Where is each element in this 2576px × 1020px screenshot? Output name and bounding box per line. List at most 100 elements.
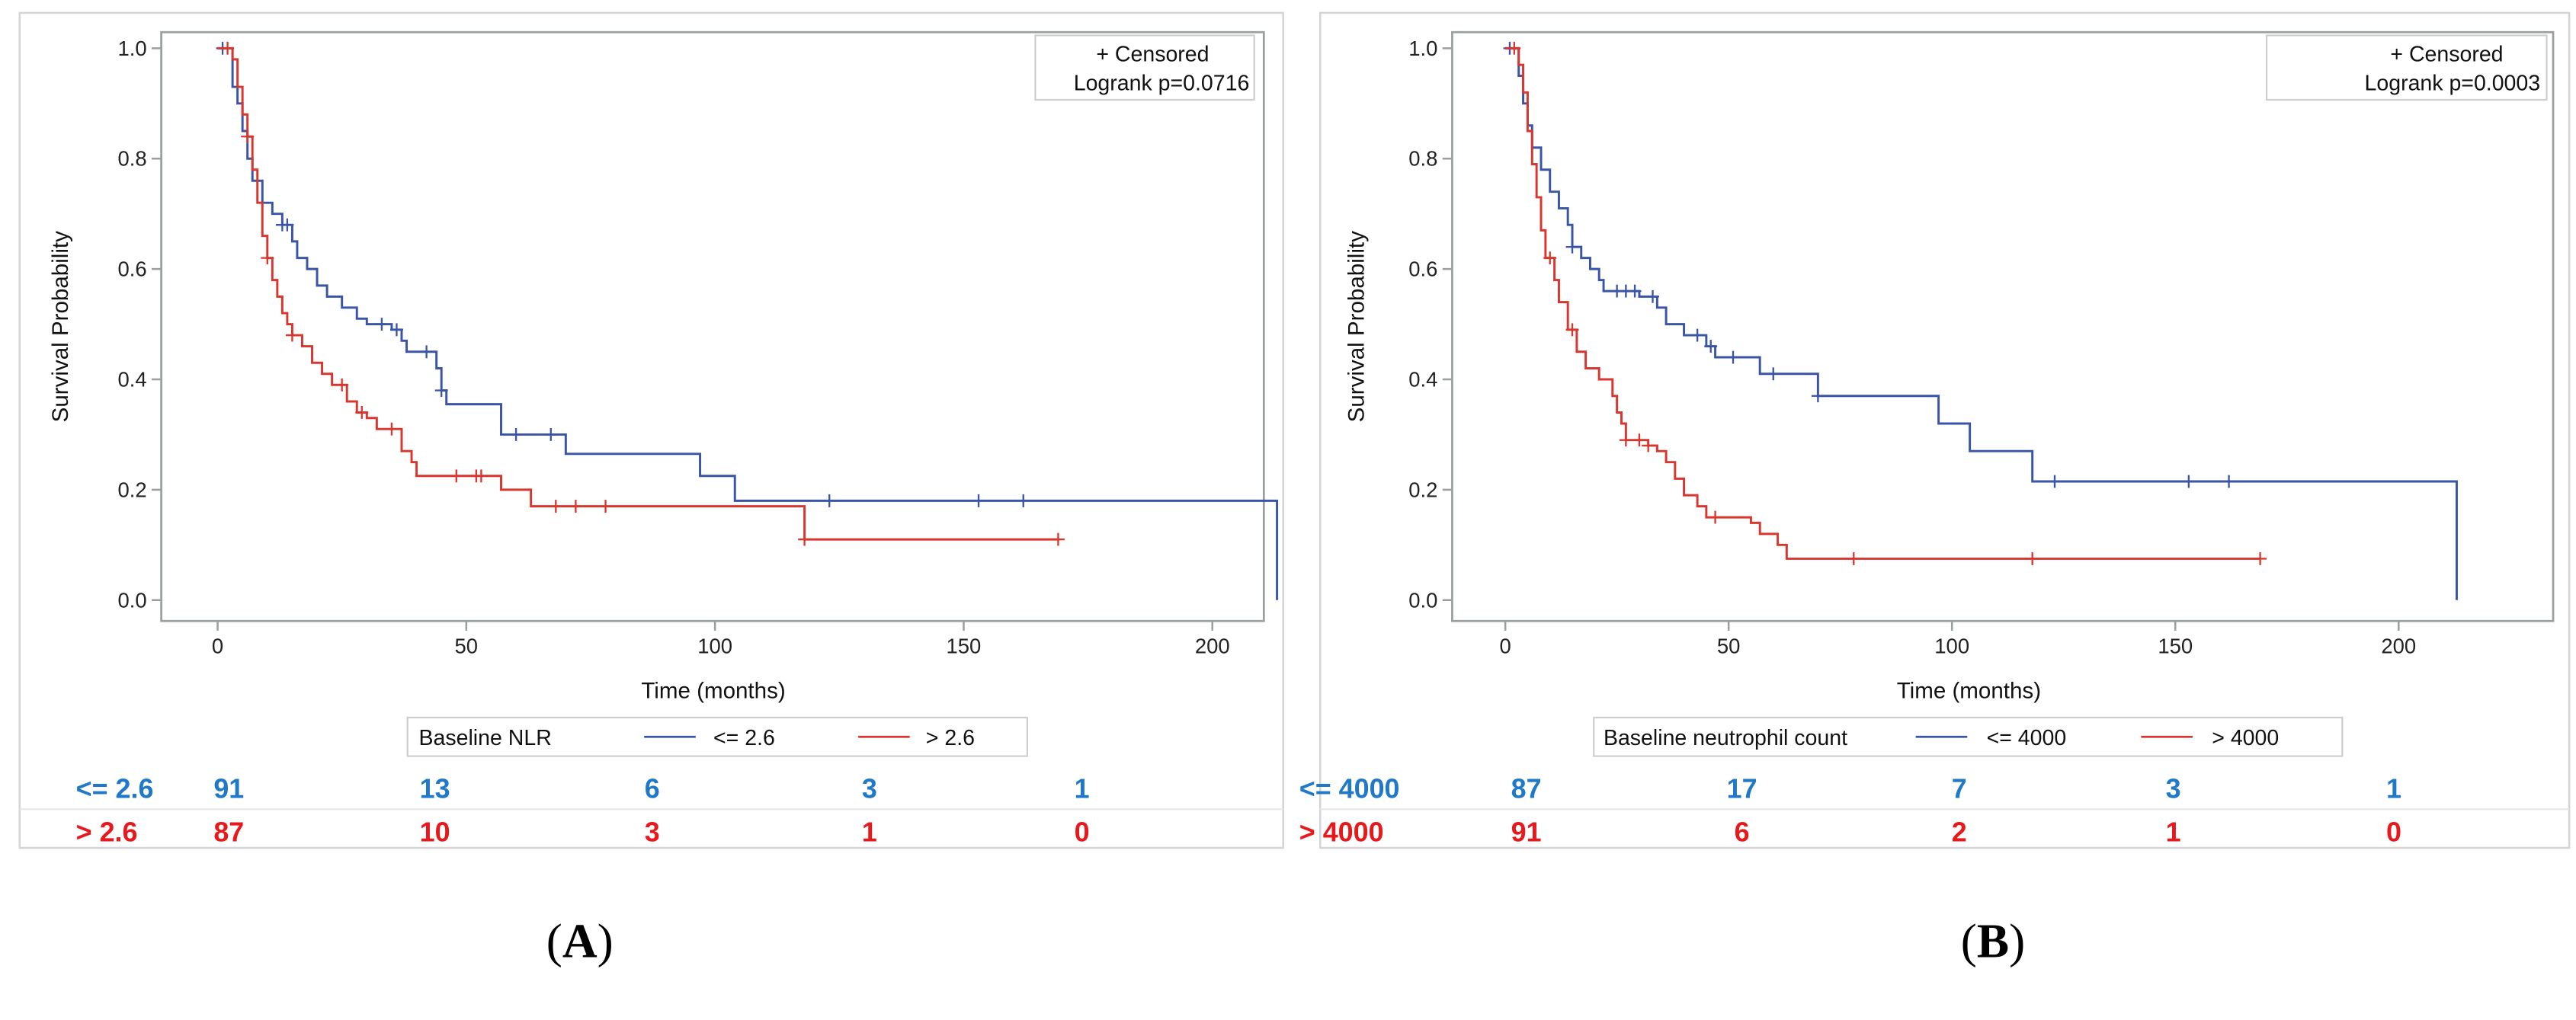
survival-curve-high [1505,46,2260,560]
risk-count: 91 [213,774,244,804]
plot-area [160,30,1265,622]
risk-count: 13 [420,774,450,804]
risk-row-label: > 2.6 [76,817,138,848]
censor-mark [599,500,613,513]
legend-title: Baseline neutrophil count [1604,726,1847,750]
censor-mark [1642,439,1655,452]
censor-mark [375,318,389,331]
censor-mark [2222,475,2236,488]
risk-count: 1 [862,817,877,848]
legend-label-high: > 2.6 [926,726,975,750]
censor-mark [390,323,403,337]
risk-count: 91 [1511,817,1542,848]
x-tick-label: 50 [1717,634,1741,657]
risk-count: 0 [2386,817,2401,848]
risk-count: 3 [862,774,877,804]
censor-mark [420,345,434,359]
risk-count: 17 [1727,774,1757,804]
y-tick-label: 0.6 [1408,257,1437,281]
censored-label: + Censored [2390,42,2503,66]
x-axis-label: Time (months) [1897,679,2041,704]
legend-title: Baseline NLR [419,726,552,750]
censor-mark [1704,340,1718,353]
x-tick-label: 100 [697,634,732,657]
x-tick-label: 150 [2158,634,2193,657]
censor-mark [1543,251,1557,265]
censor-mark [1051,532,1065,546]
censor-mark [798,532,812,546]
risk-count: 87 [213,817,244,848]
censor-mark [1646,289,1659,303]
y-tick-label: 0.0 [1408,588,1437,612]
y-tick-label: 1.0 [1408,37,1437,60]
y-tick-label: 0.0 [117,588,146,612]
x-tick-label: 0 [212,634,223,657]
risk-row-label: <= 2.6 [76,774,154,804]
censor-mark [822,494,836,507]
censor-mark [285,328,299,342]
legend-label-low: <= 4000 [1987,726,2067,750]
panel-a: 0.00.20.40.60.81.00 50 100 150 200 Survival … [18,11,1284,849]
censor-mark [1565,323,1579,337]
censor-mark [2254,552,2267,565]
risk-count: 6 [645,774,660,804]
x-tick-label: 50 [455,634,479,657]
x-axis-label: Time (months) [641,679,785,704]
risk-count: 3 [2166,774,2181,804]
censor-mark [1628,284,1642,298]
censor-mark [1767,367,1780,381]
logrank-label: Logrank p=0.0716 [1074,71,1250,95]
y-tick-label: 0.6 [117,257,146,281]
legend-box [406,716,1028,757]
censor-mark [280,218,294,232]
x-tick-label: 200 [1195,634,1230,657]
y-tick-label: 0.2 [1408,478,1437,501]
censor-mark [1709,510,1722,524]
panel-b: 0.0 0.2 0.4 0.6 0.8 1.0 0 50 100 150 200 Survival … [1299,11,2571,849]
panel-frame [18,11,1284,849]
legend-box [1593,716,2344,757]
panel-letter-a: A [562,915,598,968]
censor-mark [474,469,488,483]
risk-count: 7 [1952,774,1967,804]
y-tick-label: 0.4 [1408,368,1437,392]
censor-mark [385,422,399,436]
censor-mark [241,129,255,143]
censor-mark [2048,475,2062,488]
censored-label: + Censored [1096,42,1209,66]
x-tick-label: 0 [1499,634,1511,657]
logrank-label: Logrank p=0.0003 [2365,71,2541,95]
censor-mark [261,251,274,265]
legend: Baseline neutrophil count <= 4000 > 4000 [1593,716,2344,757]
censor-mark [1811,389,1825,403]
y-tick-label: 0.8 [117,147,146,171]
y-tick-label: 0.2 [117,478,146,501]
y-axis-label: Survival Probability [48,231,73,422]
risk-count: 10 [420,817,450,848]
legend-label-high: > 4000 [2212,726,2279,750]
censor-mark [335,378,349,392]
censor-mark [1726,350,1740,364]
x-tick-label: 150 [947,634,982,657]
annotation-box [2266,34,2548,101]
censor-mark [1632,433,1646,447]
censor-mark [434,384,448,397]
y-tick-label: 1.0 [117,37,146,60]
censor-mark [509,427,523,441]
risk-count: 6 [1735,817,1750,848]
risk-count: 87 [1511,774,1542,804]
x-tick-label: 100 [1934,634,1969,657]
y-axis-label: Survival Probability [1344,231,1369,422]
plot-area [1451,30,2555,622]
risk-count: 3 [645,817,660,848]
censor-mark [2026,552,2039,565]
survival-curve-low [1505,46,2458,600]
risk-count: 0 [1075,817,1090,848]
annotation-box [1034,34,1255,101]
risk-row-label: > 4000 [1299,817,1384,848]
censor-mark [569,500,582,513]
risk-count: 2 [1952,817,1967,848]
y-tick-label: 0.4 [117,368,146,392]
panel-letter-b: B [1977,915,2009,968]
